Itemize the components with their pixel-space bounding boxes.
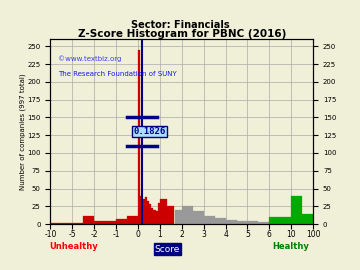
Bar <box>145 197 147 224</box>
Bar <box>156 211 158 224</box>
Title: Z-Score Histogram for PBNC (2016): Z-Score Histogram for PBNC (2016) <box>78 29 286 39</box>
Y-axis label: Number of companies (997 total): Number of companies (997 total) <box>19 73 26 190</box>
Bar <box>83 215 94 224</box>
Bar <box>72 223 83 224</box>
Text: The Research Foundation of SUNY: The Research Foundation of SUNY <box>58 71 177 77</box>
Text: ©www.textbiz.org: ©www.textbiz.org <box>58 56 122 62</box>
Bar <box>193 211 204 224</box>
Bar <box>167 206 175 224</box>
Bar <box>182 206 193 224</box>
Bar <box>151 208 153 224</box>
Bar <box>175 210 182 224</box>
Bar <box>140 196 143 224</box>
Bar <box>160 199 167 224</box>
Bar <box>153 210 156 224</box>
Text: Score: Score <box>155 245 180 254</box>
Text: Healthy: Healthy <box>273 242 309 251</box>
Bar <box>258 222 269 224</box>
Bar <box>149 204 151 224</box>
Bar <box>94 221 116 224</box>
Bar <box>143 199 145 224</box>
Bar <box>127 215 138 224</box>
Bar <box>248 221 258 224</box>
Text: Unhealthy: Unhealthy <box>50 242 98 251</box>
Bar <box>204 215 215 224</box>
Bar <box>269 217 291 224</box>
Bar <box>116 219 127 224</box>
Bar <box>50 223 72 224</box>
Bar <box>291 196 302 224</box>
Bar <box>302 214 313 224</box>
Text: 0.1826: 0.1826 <box>134 127 166 136</box>
Bar <box>147 201 149 224</box>
Bar <box>215 218 226 224</box>
Bar <box>226 220 237 224</box>
Bar <box>158 203 160 224</box>
Bar <box>237 221 247 224</box>
Text: Sector: Financials: Sector: Financials <box>131 20 229 30</box>
Bar <box>138 50 140 224</box>
